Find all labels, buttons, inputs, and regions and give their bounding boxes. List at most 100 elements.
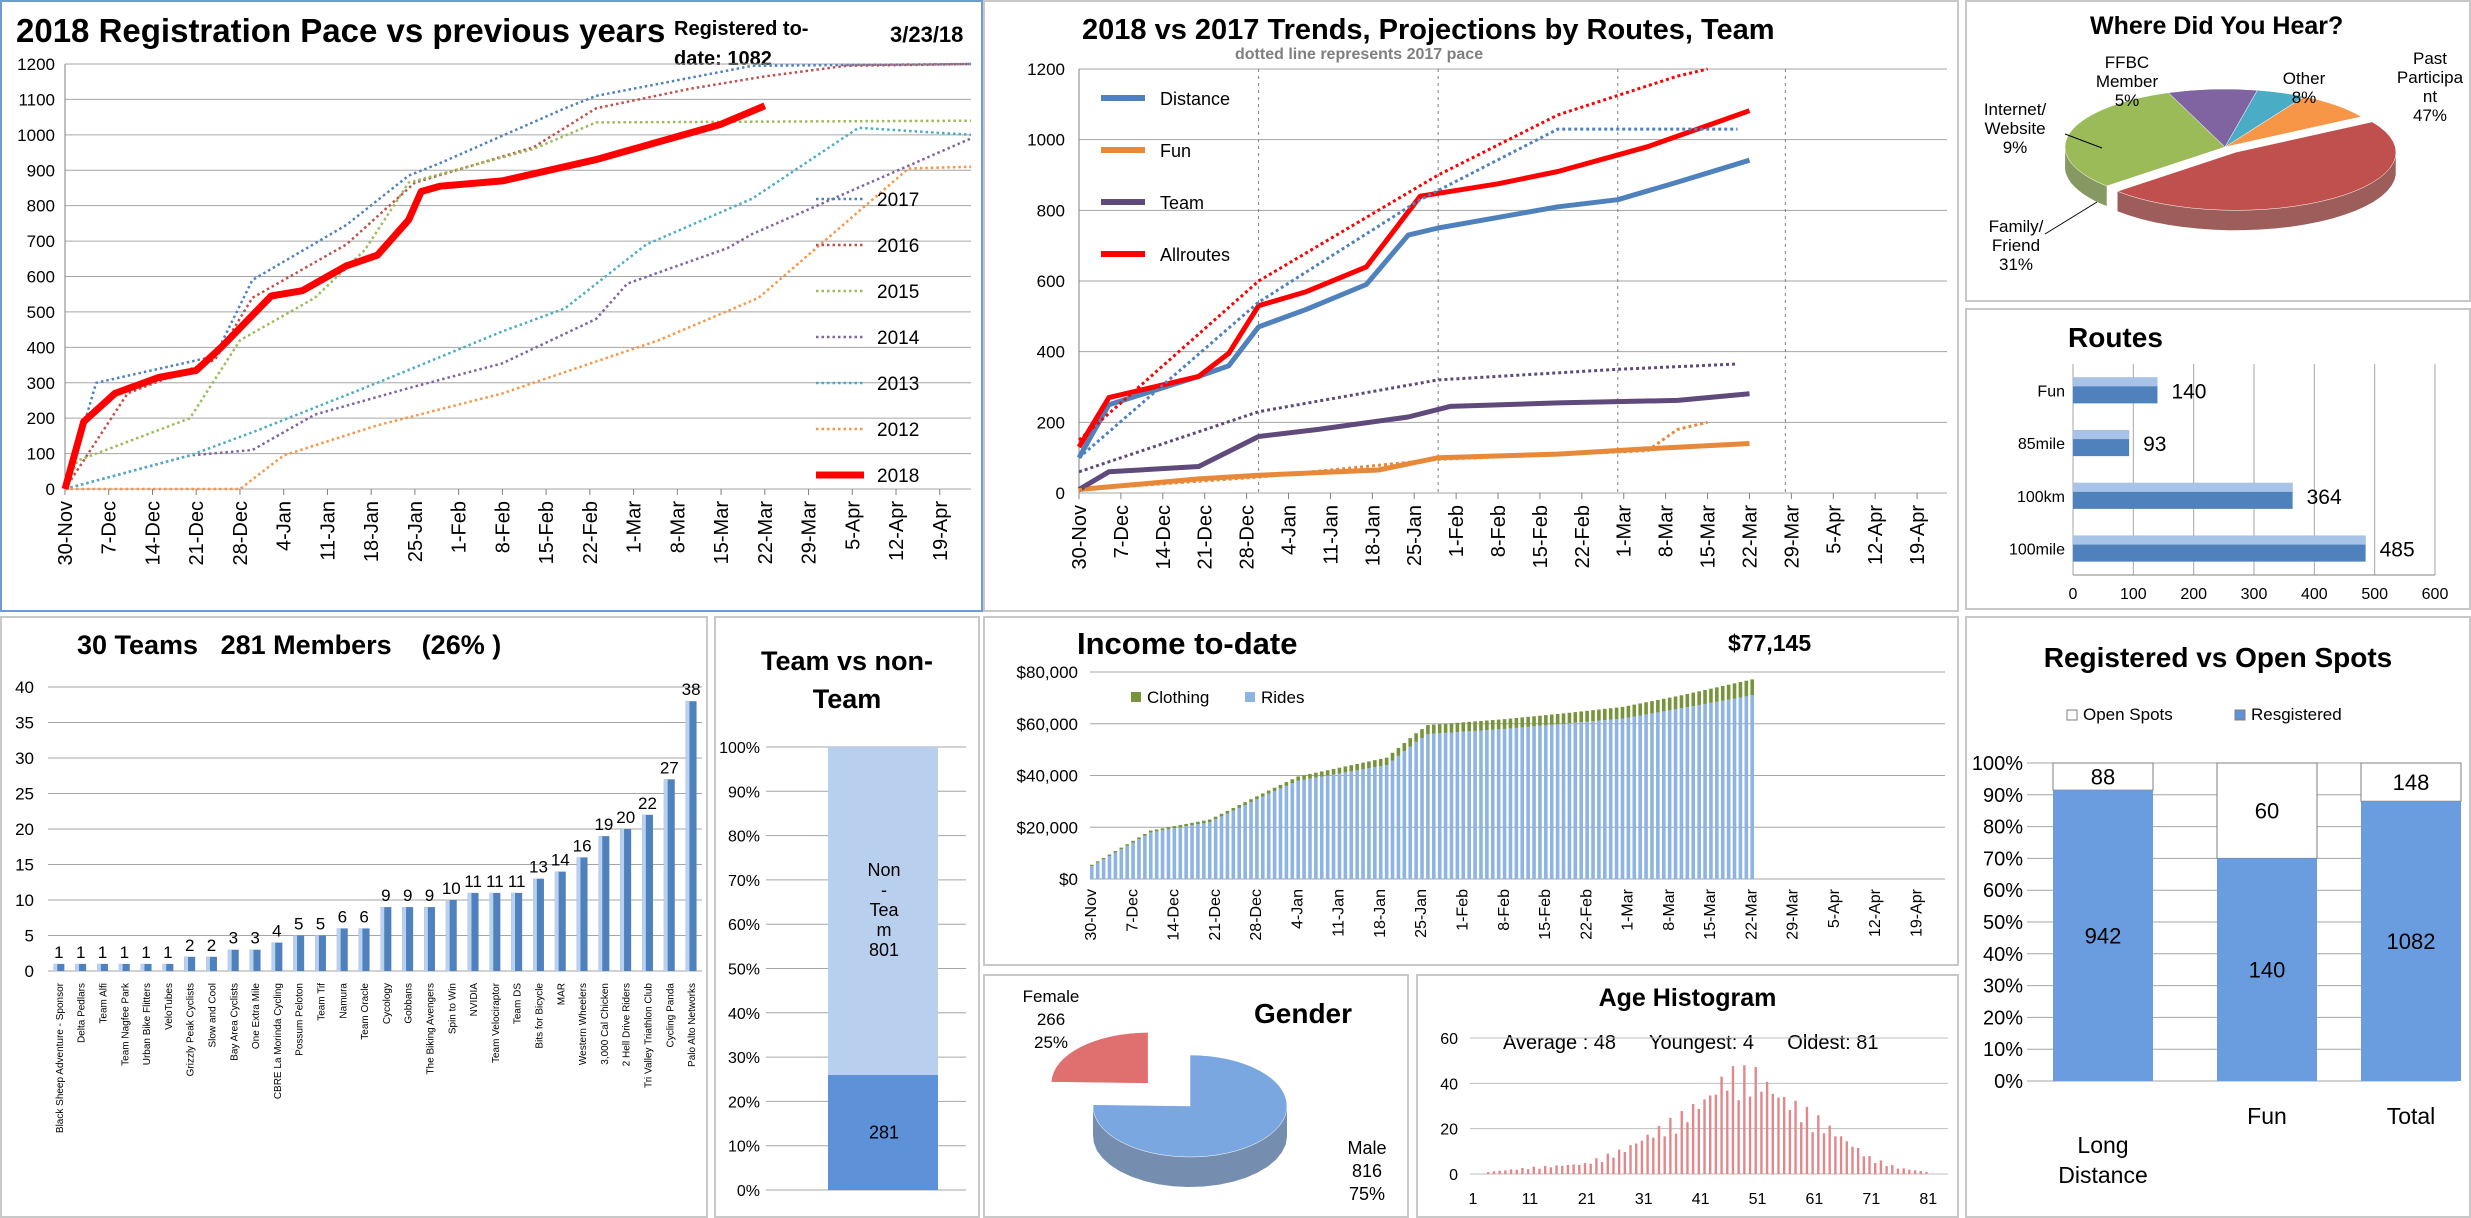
income-rides-bar xyxy=(1538,725,1542,879)
routes-bar-highlight xyxy=(2073,430,2130,440)
pace-x-tick: 8-Feb xyxy=(492,501,514,553)
trends-x-tick: 22-Feb xyxy=(1572,505,1594,568)
hear-label: Past Participa nt 47% xyxy=(2397,49,2464,125)
teamvs-y-tick: 70% xyxy=(728,873,760,890)
pace-x-tick: 4-Jan xyxy=(274,501,296,551)
hear-slice-1 xyxy=(2064,92,2226,187)
income-clothing-bar xyxy=(1090,864,1094,867)
open-y-tick: 10% xyxy=(1983,1039,2023,1061)
routes-value-label: 93 xyxy=(2143,433,2166,456)
gender-side-shade-0 xyxy=(1093,1104,1287,1187)
teams-value-label: 5 xyxy=(294,915,303,934)
income-rides-bar xyxy=(1555,724,1560,879)
age-bar xyxy=(1532,1166,1535,1174)
trends-x-tick: 5-Apr xyxy=(1823,505,1845,554)
income-rides-bar xyxy=(1213,819,1218,879)
teams-bar-highlight xyxy=(598,836,603,971)
pace-y-tick: 0 xyxy=(46,480,55,499)
teams-category-label: 2 Hell Drive Riders xyxy=(622,983,633,1066)
routes-category-label: 85mile xyxy=(2018,436,2065,453)
teams-category-label: Delta Pedlars xyxy=(77,983,88,1043)
open-registered-bar xyxy=(2217,858,2317,1081)
age-bar xyxy=(1515,1169,1518,1174)
income-clothing-bar xyxy=(1384,757,1389,766)
open-legend-label: Resgistered xyxy=(2251,705,2342,724)
teams-value-label: 2 xyxy=(207,936,216,955)
teams-value-label: 6 xyxy=(338,907,347,926)
income-clothing-bar xyxy=(1284,782,1289,786)
income-rides-bar xyxy=(1650,713,1654,879)
income-clothing-bar xyxy=(1290,779,1295,784)
teams-category-label: The Biking Avengers xyxy=(426,983,437,1075)
teams-value-label: 3 xyxy=(250,929,259,948)
income-clothing-bar xyxy=(1691,692,1696,707)
income-clothing-bar xyxy=(1125,844,1129,846)
income-rides-bar xyxy=(1190,825,1194,879)
income-rides-bar xyxy=(1166,829,1171,879)
age-bar xyxy=(1760,1091,1763,1174)
hear-side-shade-1 xyxy=(2065,144,2107,206)
open-legend-swatch xyxy=(2066,709,2078,721)
income-panel: Income to-date $77,145 $0 $20,000 $40,000 $… xyxy=(983,616,1959,966)
income-rides-bar xyxy=(1467,731,1471,879)
teams-category-label: Black Sheep Adventure - Sponsor xyxy=(55,982,66,1133)
pace-x-tick: 15-Feb xyxy=(536,501,558,564)
teams-bar xyxy=(336,928,348,971)
teamvs-y-tick: 40% xyxy=(728,1006,760,1023)
teamvs-y-tick: 30% xyxy=(728,1050,760,1067)
age-bar xyxy=(1663,1136,1666,1174)
teams-bar xyxy=(445,900,457,971)
routes-value-label: 140 xyxy=(2171,380,2206,403)
pace-x-tick: 1-Feb xyxy=(449,501,471,553)
age-bar xyxy=(1572,1164,1575,1174)
income-rides-bar xyxy=(1661,711,1666,879)
trends-x-tick: 22-Mar xyxy=(1739,505,1761,569)
pace-legend-label: 2012 xyxy=(877,420,919,441)
routes-chart: 0 100 200 300 400 500 600 Fun 140 85mile 93 100km 36… xyxy=(2009,364,2448,603)
teams-value-label: 9 xyxy=(381,886,390,905)
teamvs-title: Team vs non- Team xyxy=(760,646,934,714)
income-rides-bar xyxy=(1603,720,1607,879)
trends-x-tick: 28-Dec xyxy=(1237,505,1259,569)
age-bar xyxy=(1612,1157,1615,1174)
teams-category-label: MAR xyxy=(556,983,567,1005)
pace-chart: 0 100 200 300 400 500 600 700 800 900 1000 1100 1200… xyxy=(17,55,972,565)
income-x-tick: 11-Jan xyxy=(1331,889,1348,937)
income-clothing-bar xyxy=(1561,713,1566,724)
pace-y-tick: 200 xyxy=(27,409,55,428)
teams-bar xyxy=(227,949,239,971)
age-bar xyxy=(1543,1165,1547,1174)
teams-bar-highlight xyxy=(118,963,123,971)
income-clothing-bar xyxy=(1426,725,1430,735)
age-bar xyxy=(1504,1170,1507,1174)
income-rides-bar xyxy=(1202,823,1206,879)
routes-bar-highlight xyxy=(2073,535,2366,545)
income-x-tick: 19-Apr xyxy=(1909,888,1926,937)
teams-panel: 30 Teams 281 Members (26% ) 0 5 10 15 20 25 30… xyxy=(0,616,708,1218)
income-clothing-bar xyxy=(1508,718,1513,729)
open-y-tick: 50% xyxy=(1983,912,2023,934)
pace-series-2016 xyxy=(63,62,972,490)
trends-x-tick: 30-Nov xyxy=(1069,505,1091,569)
income-clothing-bar xyxy=(1520,717,1525,728)
routes-x-tick: 0 xyxy=(2069,586,2078,603)
routes-x-tick: 400 xyxy=(2301,586,2328,603)
teams-bar xyxy=(271,942,283,971)
pace-legend-label: 2016 xyxy=(877,236,919,257)
age-bar xyxy=(1874,1163,1877,1174)
income-rides-bar xyxy=(1266,793,1271,879)
teams-category-label: 3,000 Cal Chicken xyxy=(600,983,611,1065)
income-rides-bar xyxy=(1272,791,1277,879)
income-clothing-bar xyxy=(1437,724,1442,734)
income-rides-bar xyxy=(1278,788,1283,879)
age-x-tick: 1 xyxy=(1469,1191,1478,1208)
teamvs-y-tick: 50% xyxy=(728,962,760,979)
teams-bar xyxy=(380,907,392,971)
age-x-tick: 11 xyxy=(1522,1191,1539,1208)
income-clothing-bar xyxy=(1567,712,1572,724)
income-rides-bar xyxy=(1101,859,1106,879)
teams-bar-highlight xyxy=(445,900,450,971)
income-rides-bar xyxy=(1414,741,1418,879)
income-clothing-bar xyxy=(1650,701,1654,714)
teams-bar-highlight xyxy=(380,907,385,971)
